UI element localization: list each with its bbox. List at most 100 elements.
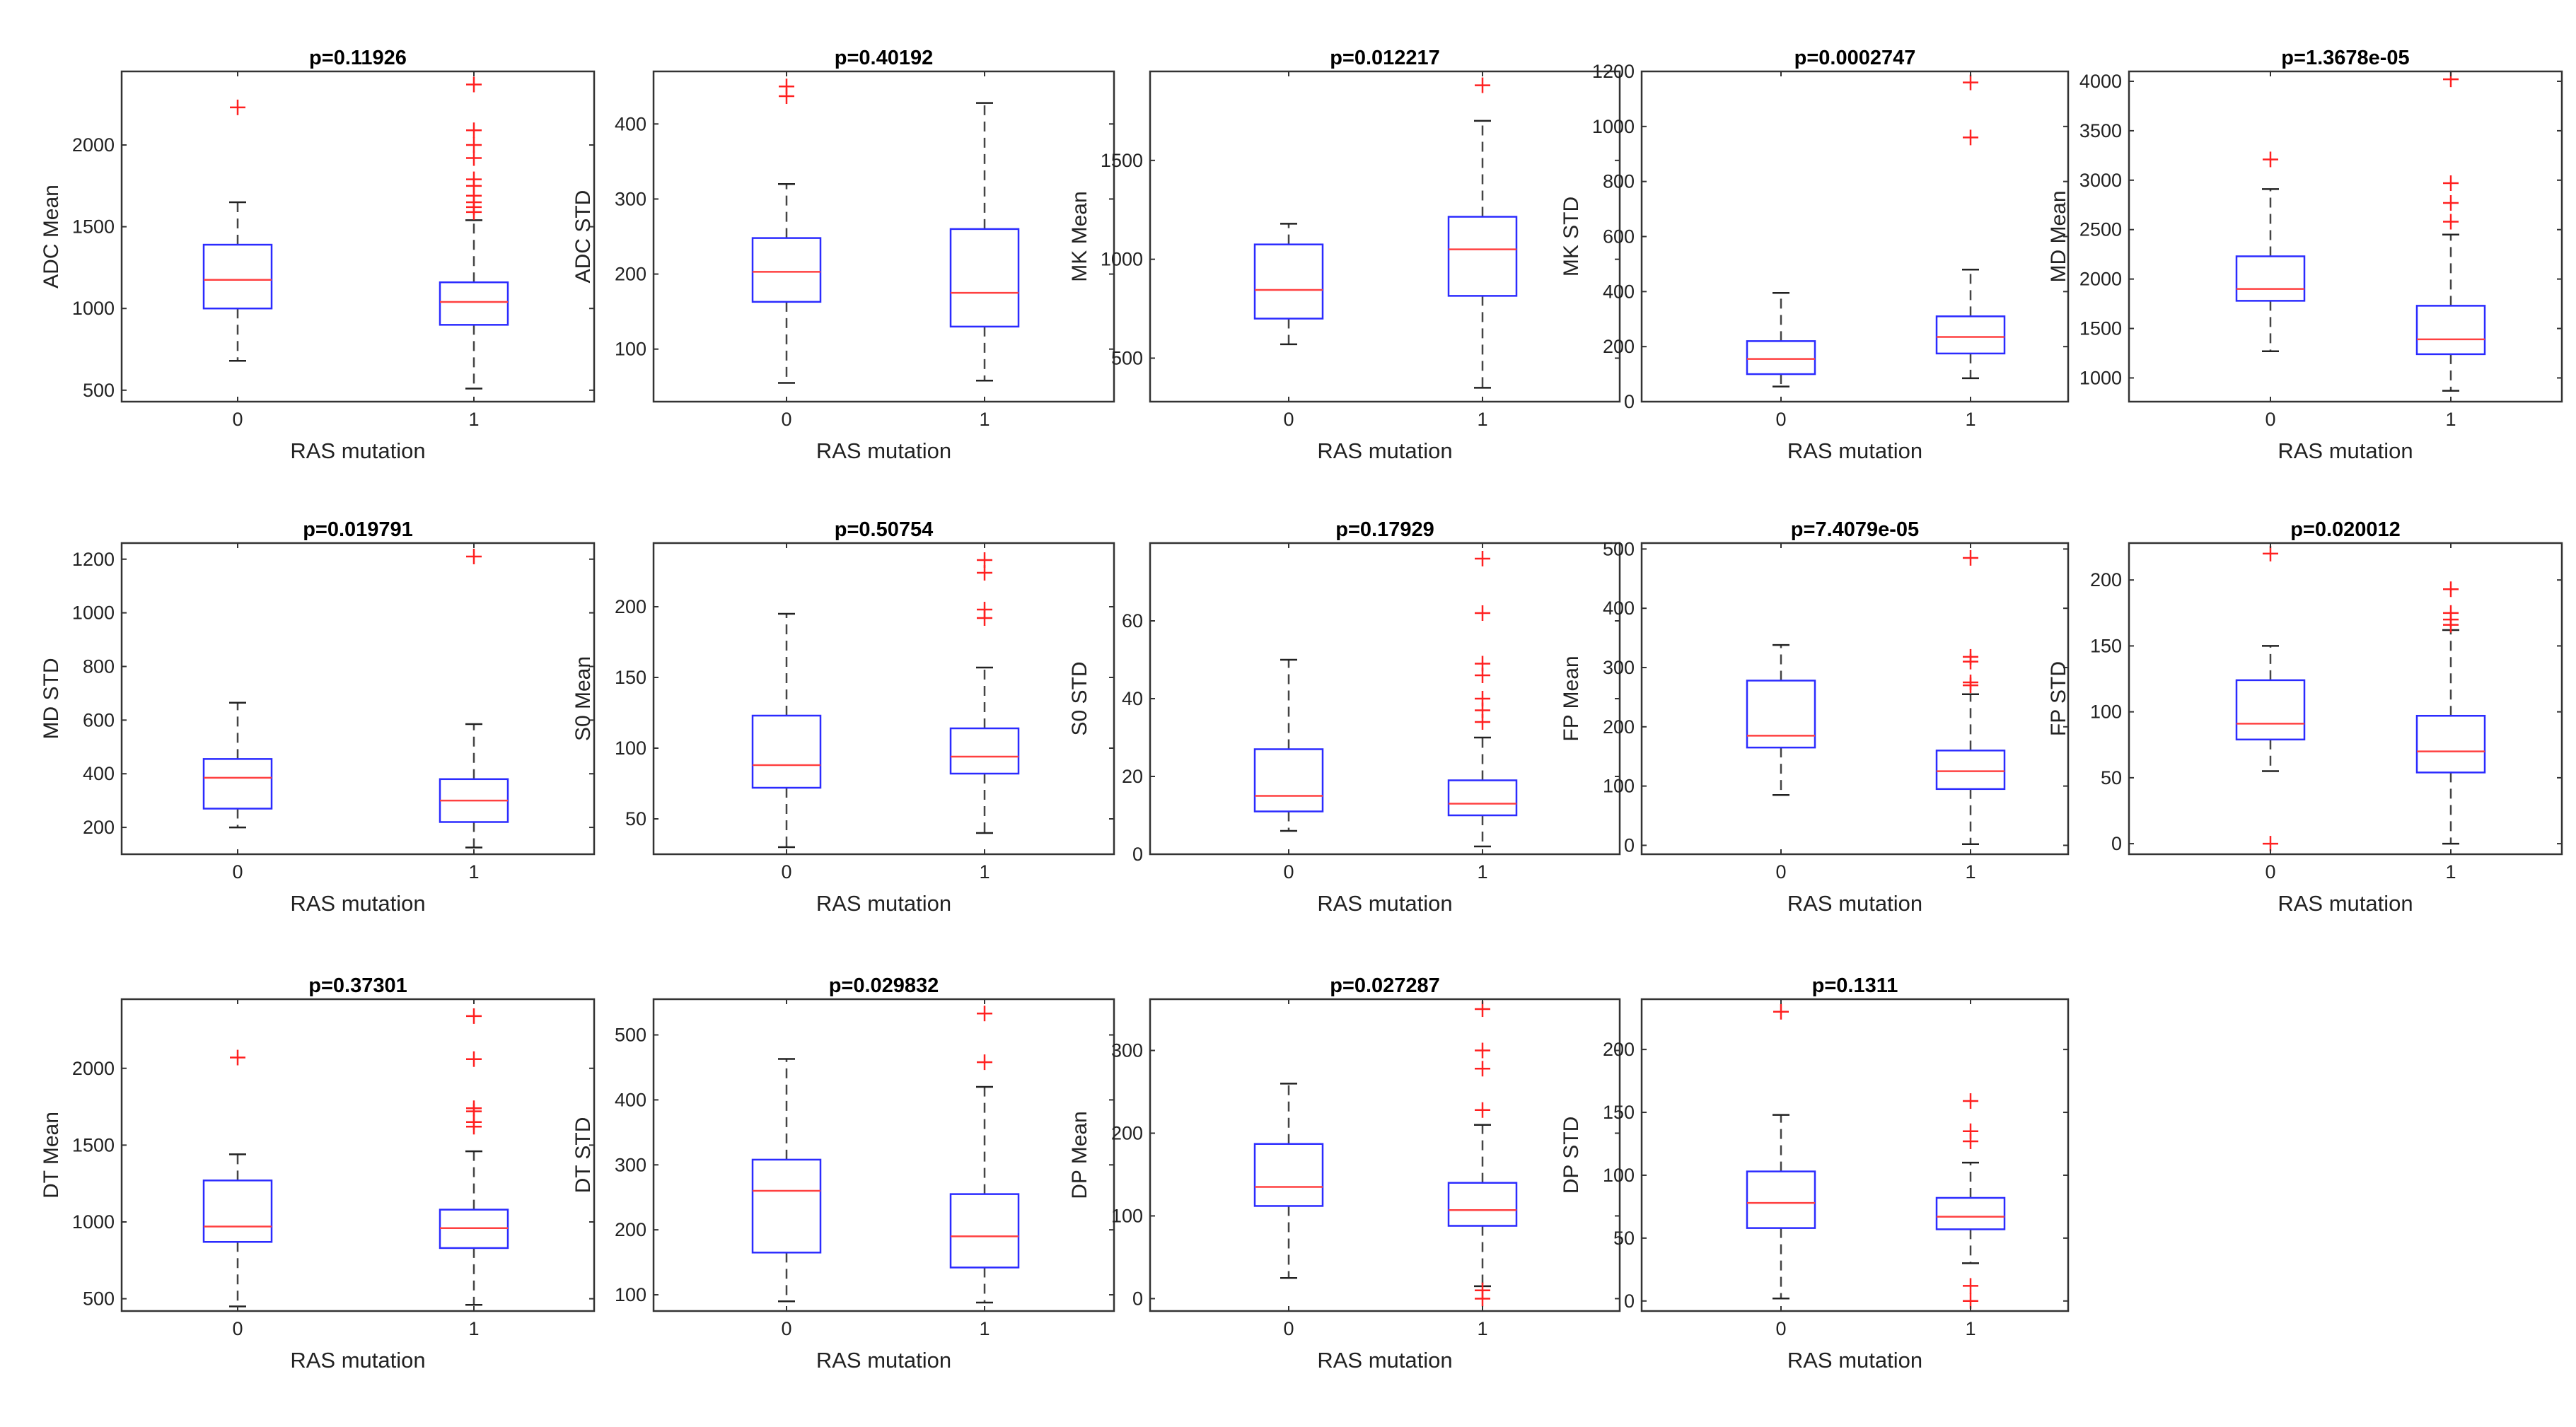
outlier-point: [1475, 77, 1490, 93]
x-tick-label: 1: [979, 409, 990, 430]
axes-frame: [120, 998, 596, 1312]
y-tick-label: 2000: [72, 1058, 115, 1079]
y-tick-label: 0: [1624, 834, 1635, 856]
box-1: [439, 76, 509, 390]
iqr-box: [1746, 1170, 1816, 1229]
axes-frame: [1640, 542, 2070, 856]
y-tick-label: 0: [1132, 1288, 1143, 1309]
box-0: [1253, 1083, 1324, 1279]
y-tick-label: 1200: [1592, 61, 1635, 82]
y-tick-label: 1200: [72, 549, 115, 570]
x-tick-label: 1: [2445, 861, 2456, 883]
x-axis-label: RAS mutation: [1787, 438, 1922, 463]
x-tick-label: 1: [979, 1318, 990, 1339]
iqr-box: [2415, 305, 2486, 356]
x-tick-label: 1: [1477, 409, 1487, 430]
x-tick-label: 1: [468, 409, 479, 430]
outlier-point: [466, 1051, 482, 1067]
panel-title: p=0.020012: [2290, 518, 2401, 541]
x-tick-label: 1: [1477, 1318, 1487, 1339]
box-0: [1746, 292, 1816, 388]
y-tick-label: 0: [1132, 844, 1143, 865]
panel-title: p=0.50754: [835, 518, 933, 541]
x-axis-label: RAS mutation: [290, 1348, 425, 1373]
y-axis-label: ADC STD: [572, 190, 595, 284]
iqr-box: [1746, 680, 1816, 749]
y-axis-label: MD STD: [40, 658, 63, 740]
panel-6: p=0.019791 200 400 600 800 1000 1200 0 1 RAS muta…: [40, 518, 596, 916]
iqr-box: [949, 228, 1020, 328]
outlier-point: [2263, 836, 2278, 852]
panel-1: p=0.11926 500 1000 1500 2000 0 1 RAS mutation AD…: [40, 47, 596, 463]
y-tick-label: 600: [1603, 226, 1635, 247]
y-tick-label: 500: [83, 380, 115, 401]
iqr-box: [751, 237, 822, 303]
outlier-point: [1963, 674, 1978, 690]
panel-7: p=0.50754 50 100 150 200 0 1 RAS mutation S0 Mea…: [572, 518, 1115, 916]
iqr-box: [2235, 679, 2306, 741]
box-1: [439, 1008, 509, 1306]
axes-frame: [652, 998, 1115, 1312]
y-tick-label: 500: [615, 1025, 646, 1046]
y-tick-label: 40: [1122, 688, 1143, 709]
iqr-box: [1253, 243, 1324, 320]
y-tick-label: 400: [1603, 598, 1635, 619]
x-tick-label: 0: [781, 409, 791, 430]
panel-3: p=0.012217 500 1000 1500 0 1 RAS mutation MK Me…: [1068, 47, 1621, 463]
axes-frame: [1149, 998, 1621, 1312]
x-axis-label: RAS mutation: [816, 438, 951, 463]
box-0: [2235, 151, 2306, 352]
iqr-box: [2235, 255, 2306, 302]
outlier-point: [1773, 1003, 1789, 1020]
y-axis-label: ADC Mean: [40, 185, 63, 289]
x-tick-label: 1: [2445, 409, 2456, 430]
y-axis-label: DT Mean: [40, 1112, 63, 1199]
x-tick-label: 0: [1283, 861, 1294, 883]
y-tick-label: 800: [83, 656, 115, 677]
y-tick-label: 500: [83, 1288, 115, 1310]
box-0: [202, 701, 273, 829]
outlier-point: [2443, 605, 2459, 621]
y-tick-label: 1500: [72, 1134, 115, 1155]
y-tick-label: 100: [615, 738, 646, 759]
y-tick-label: 400: [83, 763, 115, 784]
y-tick-label: 100: [1603, 1165, 1635, 1186]
box-0: [202, 1049, 273, 1307]
x-tick-label: 1: [1965, 861, 1975, 883]
outlier-point: [1963, 129, 1978, 146]
panel-8: p=0.17929 0 20 40 60 0 1 RAS mutation S0 STD: [1068, 518, 1621, 916]
panel-title: p=1.3678e-05: [2281, 47, 2409, 69]
panel-4: p=0.0002747 0 200 400 600 800 1000 1200 0 1 RAS mu…: [1560, 47, 2070, 463]
panel-title: p=0.17929: [1335, 518, 1434, 541]
x-tick-label: 1: [468, 1318, 479, 1339]
box-1: [949, 102, 1020, 382]
y-tick-label: 1000: [1592, 116, 1635, 137]
x-tick-label: 1: [1965, 1318, 1975, 1339]
panel-5: p=1.3678e-05 1000 1500 2000 2500 3000 3500 4000…: [2047, 47, 2563, 463]
y-axis-label: DP STD: [1560, 1117, 1583, 1194]
outlier-point: [779, 78, 794, 95]
outlier-point: [230, 99, 245, 115]
y-axis-label: S0 Mean: [572, 656, 595, 741]
outlier-point: [1475, 605, 1490, 621]
axes-frame: [652, 542, 1115, 856]
outlier-point: [1963, 1093, 1978, 1109]
y-tick-label: 200: [1111, 1123, 1143, 1144]
box-0: [1746, 643, 1816, 796]
y-tick-label: 1000: [2079, 367, 2122, 388]
y-axis-label: DP Mean: [1068, 1111, 1091, 1199]
iqr-box: [202, 758, 273, 810]
y-tick-label: 400: [1603, 281, 1635, 302]
box-1: [1935, 549, 2006, 846]
panel-9: p=7.4079e-05 0 100 200 300 400 500 0 1 RAS mutati…: [1560, 518, 2070, 916]
y-tick-label: 20: [1122, 766, 1143, 787]
y-tick-label: 200: [615, 264, 646, 285]
outlier-point: [1963, 1278, 1978, 1294]
x-axis-label: RAS mutation: [816, 1348, 951, 1373]
iqr-box: [751, 714, 822, 789]
box-0: [202, 99, 273, 362]
outlier-point: [1475, 691, 1490, 706]
box-1: [1935, 1093, 2006, 1309]
x-tick-label: 0: [232, 409, 243, 430]
